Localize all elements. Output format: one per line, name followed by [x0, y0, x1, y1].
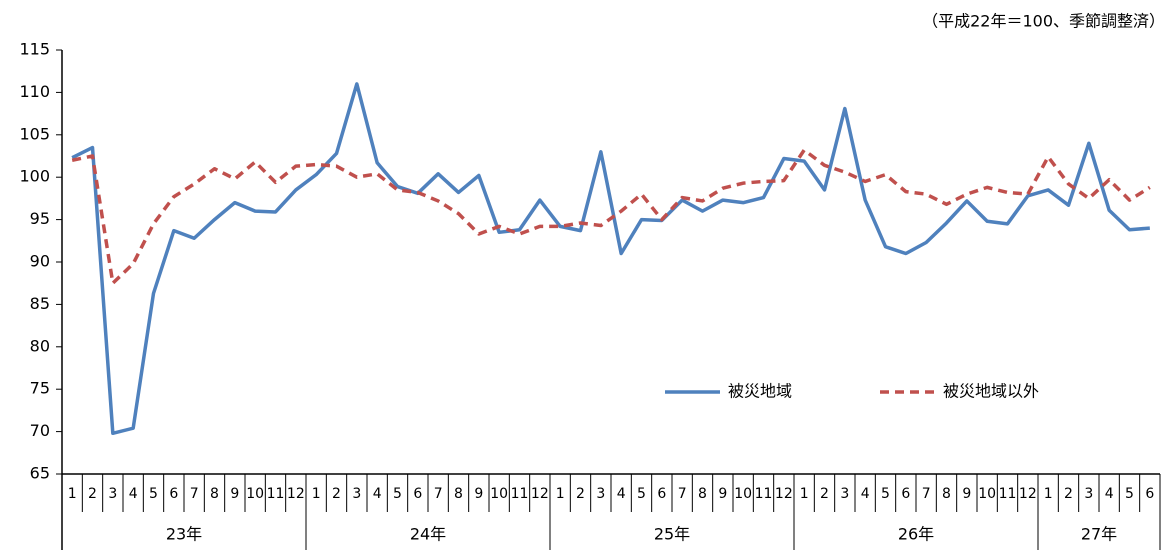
x-tick-label: 10	[246, 486, 264, 502]
x-tick-label: 2	[820, 486, 829, 502]
x-tick-label: 4	[373, 486, 382, 502]
x-tick-label: 9	[718, 486, 727, 502]
x-tick-label: 12	[531, 486, 549, 502]
x-tick-label: 6	[1145, 486, 1154, 502]
x-tick-label: 7	[678, 486, 687, 502]
y-tick-label: 85	[30, 294, 50, 313]
y-tick-label: 75	[30, 379, 50, 398]
x-tick-label: 3	[352, 486, 361, 502]
y-tick-label: 65	[30, 464, 50, 483]
y-tick-label: 105	[19, 124, 50, 143]
year-label: 23年	[166, 525, 202, 544]
x-tick-label: 10	[490, 486, 508, 502]
series-line	[71, 148, 1151, 285]
y-tick-label: 110	[19, 82, 50, 101]
year-label: 25年	[654, 525, 690, 544]
x-tick-label: 1	[1044, 486, 1053, 502]
x-tick-label: 11	[511, 486, 529, 502]
x-tick-label: 5	[393, 486, 402, 502]
x-tick-label: 4	[617, 486, 626, 502]
x-tick-label: 10	[734, 486, 752, 502]
y-tick-label: 70	[30, 421, 50, 440]
x-tick-label: 7	[434, 486, 443, 502]
legend-label: 被災地域以外	[943, 382, 1039, 401]
x-tick-label: 1	[556, 486, 565, 502]
x-tick-label: 7	[922, 486, 931, 502]
x-tick-label: 10	[978, 486, 996, 502]
x-tick-label: 6	[169, 486, 178, 502]
x-tick-label: 5	[881, 486, 890, 502]
x-tick-label: 12	[1019, 486, 1037, 502]
x-tick-label: 8	[210, 486, 219, 502]
series-line	[71, 82, 1150, 436]
x-tick-label: 2	[576, 486, 585, 502]
x-tick-label: 6	[657, 486, 666, 502]
year-label: 26年	[898, 525, 934, 544]
x-tick-label: 3	[108, 486, 117, 502]
x-tick-label: 3	[840, 486, 849, 502]
x-tick-label: 7	[190, 486, 199, 502]
y-tick-label: 115	[19, 40, 50, 59]
x-tick-label: 8	[942, 486, 951, 502]
x-tick-label: 4	[1105, 486, 1114, 502]
y-tick-label: 90	[30, 252, 50, 271]
x-tick-label: 1	[68, 486, 77, 502]
x-tick-label: 5	[149, 486, 158, 502]
x-tick-label: 9	[230, 486, 239, 502]
x-tick-label: 2	[1064, 486, 1073, 502]
x-tick-label: 1	[800, 486, 809, 502]
x-tick-label: 4	[861, 486, 870, 502]
x-tick-label: 11	[999, 486, 1017, 502]
x-tick-label: 9	[474, 486, 483, 502]
year-label: 24年	[410, 525, 446, 544]
x-tick-label: 11	[267, 486, 285, 502]
x-tick-label: 2	[332, 486, 341, 502]
x-tick-label: 3	[1084, 486, 1093, 502]
y-tick-label: 80	[30, 336, 50, 355]
chart-note: （平成22年＝100、季節調整済）	[922, 12, 1165, 31]
x-tick-label: 12	[775, 486, 793, 502]
y-tick-label: 95	[30, 209, 50, 228]
year-label: 27年	[1081, 525, 1117, 544]
x-tick-label: 11	[755, 486, 773, 502]
legend-label: 被災地域	[728, 382, 792, 401]
x-tick-label: 2	[88, 486, 97, 502]
y-tick-label: 100	[19, 167, 50, 186]
x-tick-label: 6	[413, 486, 422, 502]
x-tick-label: 9	[962, 486, 971, 502]
x-tick-label: 1	[312, 486, 321, 502]
x-tick-label: 6	[901, 486, 910, 502]
x-tick-label: 8	[698, 486, 707, 502]
x-tick-label: 8	[454, 486, 463, 502]
x-tick-label: 5	[637, 486, 646, 502]
x-tick-label: 3	[596, 486, 605, 502]
x-tick-label: 4	[129, 486, 138, 502]
x-tick-label: 12	[287, 486, 305, 502]
x-tick-label: 5	[1125, 486, 1134, 502]
